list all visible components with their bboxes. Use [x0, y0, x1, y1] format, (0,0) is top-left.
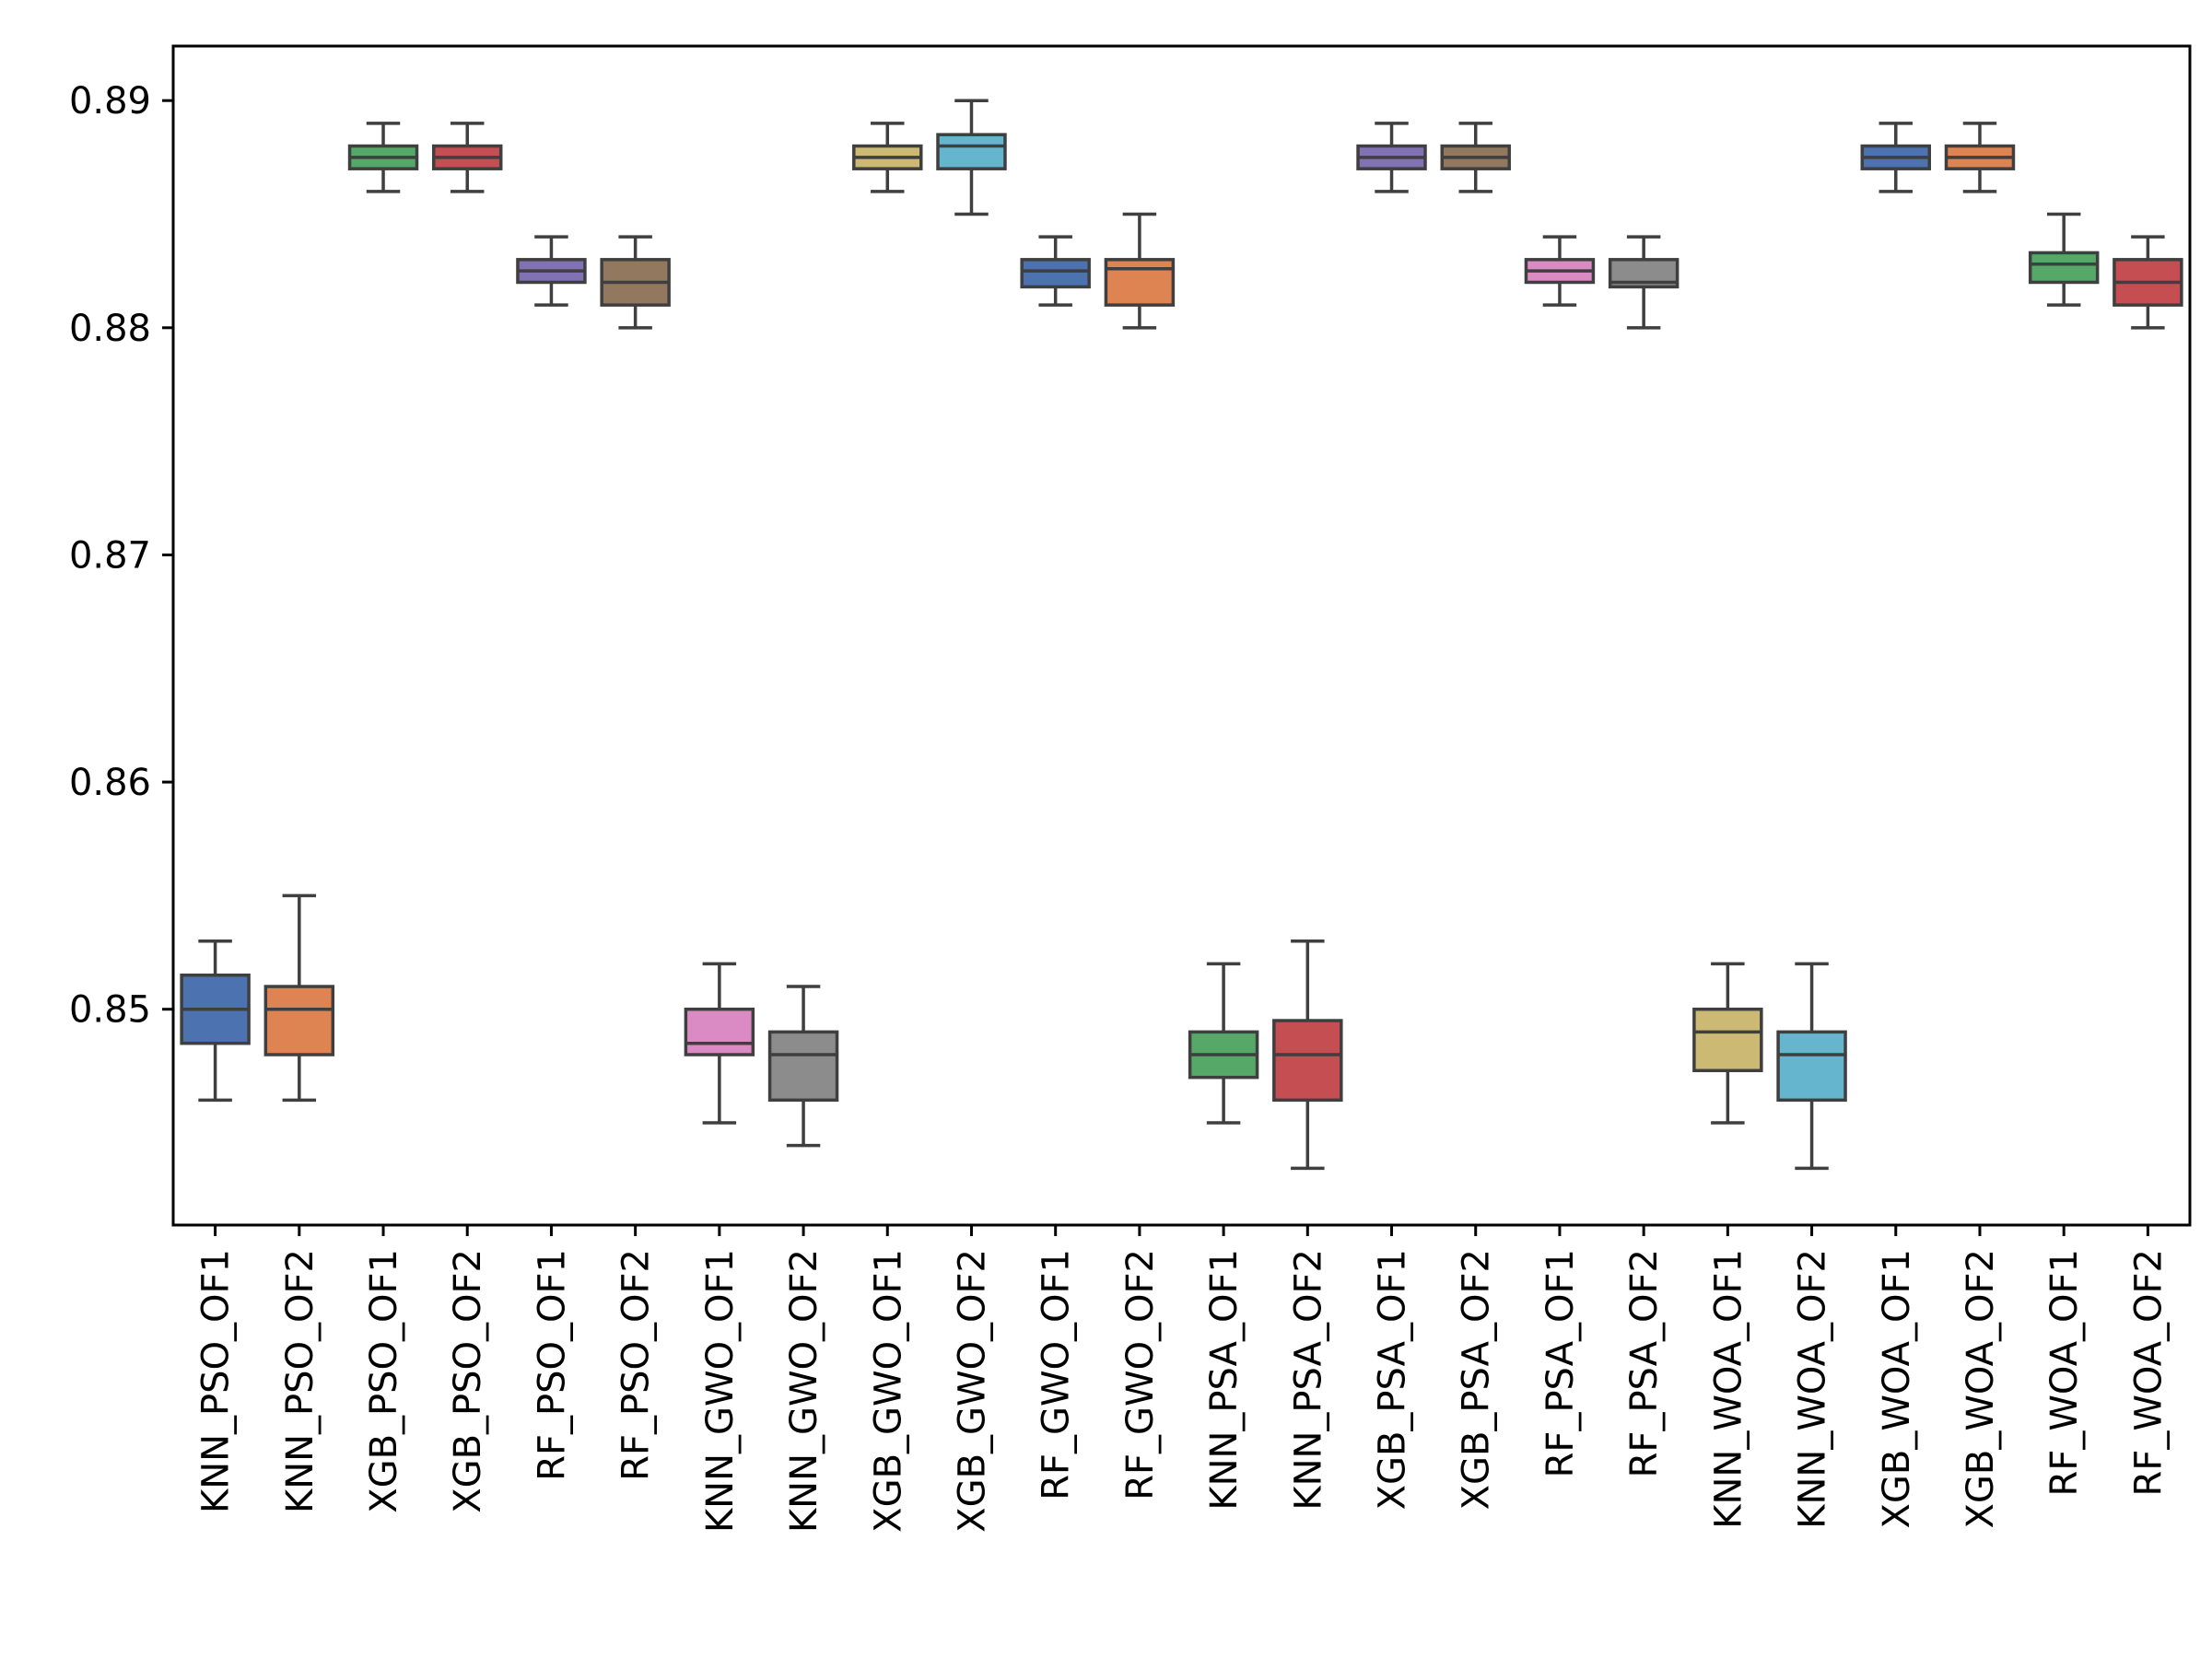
box-XGB_GWO_OF2: [936, 99, 1007, 216]
y-axis: 0.85 0.86 0.87 0.88 0.89: [69, 80, 173, 1032]
x-tick-label: RF_PSO_OF1: [531, 1249, 573, 1481]
box-XGB_PSA_OF2: [1440, 122, 1511, 193]
plot-frame: [171, 44, 2192, 1227]
x-tick-label: KNN_GWO_OF2: [783, 1249, 825, 1533]
box-RF_GWO_OF2: [1104, 212, 1176, 330]
box-RF_PSO_OF2: [600, 235, 671, 330]
x-tick-label: XGB_PSA_OF2: [1456, 1249, 1498, 1510]
box-XGB_WOA_OF2: [1944, 122, 2016, 193]
x-tick-label: KNN_PSO_OF2: [279, 1249, 322, 1513]
box-RF_PSA_OF2: [1608, 235, 1679, 330]
box-iqr: [1104, 258, 1176, 307]
y-tick-label: 0.88: [69, 308, 151, 350]
y-tick-label: 0.86: [69, 762, 151, 804]
x-axis: KNN_PSO_OF1 KNN_PSO_OF2 XGB_PSO_OF1 XGB_PSO…: [195, 1225, 2170, 1533]
box-iqr: [1020, 258, 1091, 289]
box-iqr: [1272, 1019, 1343, 1103]
box-KNN_PSO_OF2: [263, 893, 335, 1103]
box-iqr: [936, 133, 1007, 170]
box-iqr: [1692, 1007, 1763, 1073]
x-tick-label: RF_GWO_OF2: [1119, 1249, 1162, 1500]
x-tick-label: XGB_PSA_OF1: [1372, 1249, 1414, 1510]
x-tick-label: XGB_GWO_OF1: [867, 1249, 909, 1533]
x-tick-label: RF_GWO_OF1: [1036, 1249, 1078, 1500]
box-KNN_PSA_OF1: [1188, 962, 1259, 1125]
box-KNN_GWO_OF1: [684, 962, 755, 1125]
box-XGB_WOA_OF1: [1860, 122, 1932, 193]
box-RF_WOA_OF1: [2028, 212, 2100, 307]
x-tick-label: KNN_PSO_OF1: [195, 1249, 238, 1513]
boxes-layer: [180, 99, 2183, 1171]
x-tick-label: RF_PSA_OF1: [1539, 1249, 1582, 1477]
x-tick-label: KNN_GWO_OF1: [699, 1249, 742, 1533]
box-KNN_WOA_OF2: [1776, 962, 1847, 1171]
box-iqr: [1776, 1030, 1847, 1103]
y-tick-label: 0.89: [69, 80, 151, 123]
x-tick-label: RF_PSO_OF2: [615, 1249, 658, 1481]
x-tick-label: XGB_PSO_OF2: [447, 1249, 489, 1513]
x-tick-label: XGB_WOA_OF2: [1960, 1249, 2002, 1528]
x-tick-label: XGB_WOA_OF1: [1876, 1249, 1918, 1528]
box-KNN_PSO_OF1: [180, 939, 251, 1103]
box-RF_PSA_OF1: [1524, 235, 1596, 307]
box-KNN_PSA_OF2: [1272, 939, 1343, 1171]
x-tick-label: RF_WOA_OF2: [2127, 1249, 2170, 1496]
box-XGB_PSO_OF2: [431, 122, 503, 193]
x-tick-label: KNN_PSA_OF1: [1203, 1249, 1246, 1511]
y-tick-label: 0.87: [69, 534, 151, 577]
y-tick-label: 0.85: [69, 989, 151, 1032]
x-tick-label: XGB_PSO_OF1: [363, 1249, 405, 1513]
box-KNN_WOA_OF1: [1692, 962, 1763, 1125]
box-iqr: [684, 1007, 755, 1056]
box-XGB_PSO_OF1: [347, 122, 419, 193]
box-RF_PSO_OF1: [516, 235, 587, 307]
x-tick-label: KNN_WOA_OF1: [1707, 1249, 1750, 1529]
x-tick-label: KNN_PSA_OF2: [1287, 1249, 1329, 1511]
x-tick-label: RF_PSA_OF2: [1623, 1249, 1666, 1477]
box-iqr: [767, 1030, 839, 1103]
x-tick-label: KNN_WOA_OF2: [1792, 1249, 1834, 1529]
box-XGB_PSA_OF1: [1356, 122, 1427, 193]
box-iqr: [2028, 251, 2100, 285]
x-tick-label: XGB_GWO_OF2: [951, 1249, 993, 1533]
box-XGB_GWO_OF1: [852, 122, 923, 193]
box-iqr: [263, 985, 335, 1056]
box-KNN_GWO_OF2: [767, 985, 839, 1148]
box-RF_GWO_OF1: [1020, 235, 1091, 307]
x-tick-label: RF_WOA_OF1: [2043, 1249, 2086, 1496]
box-RF_WOA_OF2: [2113, 235, 2183, 330]
